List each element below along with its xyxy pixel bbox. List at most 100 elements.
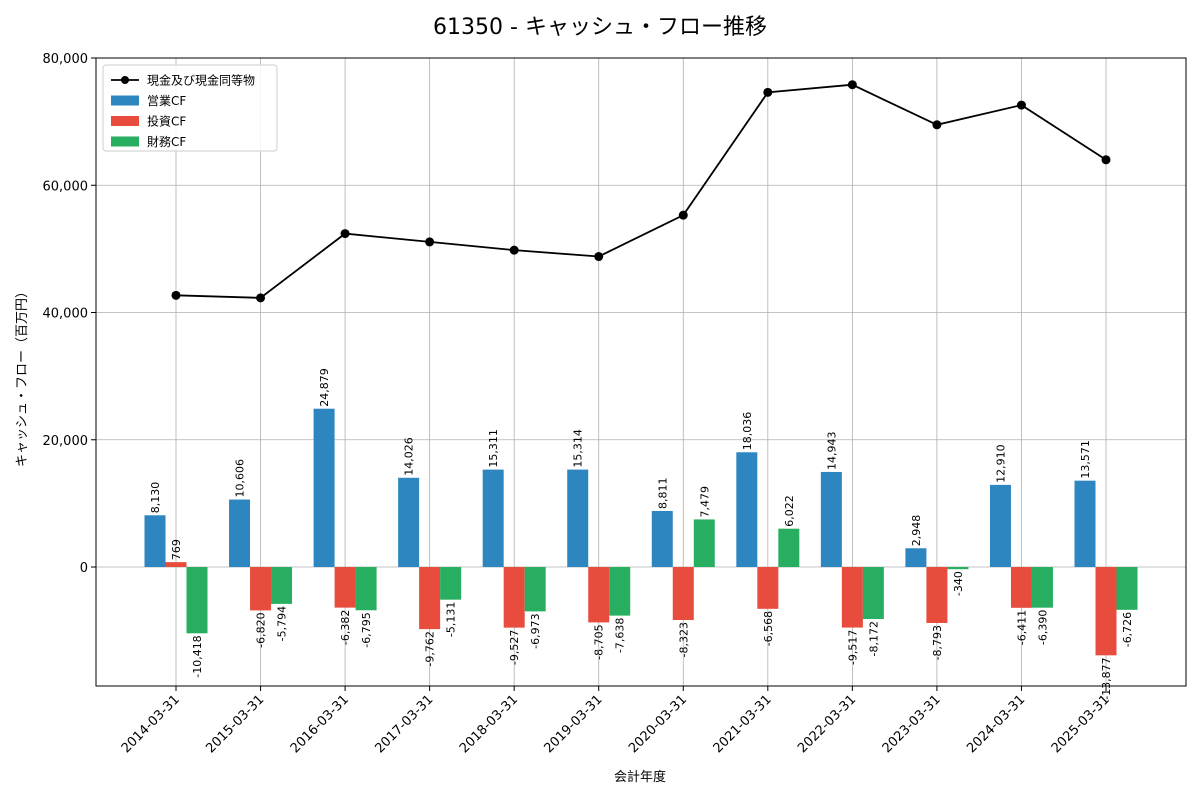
legend-label: 営業CF	[147, 94, 186, 108]
bar-2-8	[841, 567, 863, 628]
bar-2-6	[672, 567, 694, 620]
bar-data-label: -8,323	[677, 622, 690, 657]
y-tick-label: 60,000	[43, 179, 89, 194]
bar-data-label: 14,026	[403, 437, 416, 476]
bar-3-11	[1116, 567, 1138, 610]
x-tick-label: 2014-03-31	[119, 692, 183, 756]
bar-3-1	[271, 567, 293, 604]
bar-data-label: -6,973	[529, 613, 542, 648]
x-tick-label: 2019-03-31	[542, 692, 606, 756]
plot-frame	[95, 57, 1187, 687]
bar-data-label: -9,762	[424, 631, 437, 666]
bar-2-3	[419, 567, 441, 630]
bar-3-4	[524, 567, 546, 612]
bar-data-label: -13,877	[1100, 657, 1113, 699]
x-tick-label: 2025-03-31	[1049, 692, 1113, 756]
labels-layer: 8,130 10,606 24,879 14,026 15,311 15,314 8,811…	[149, 368, 1134, 700]
bar-data-label: 6,022	[783, 495, 796, 527]
legend-label: 現金及び現金同等物	[147, 73, 255, 88]
legend-marker	[121, 76, 129, 84]
bar-3-9	[947, 567, 969, 570]
bar-data-label: -5,131	[445, 602, 458, 637]
bar-1-7	[736, 452, 758, 568]
bar-data-label: 18,036	[741, 412, 754, 451]
bar-data-label: 8,130	[149, 482, 162, 514]
x-tick-label: 2020-03-31	[626, 692, 690, 756]
legend-swatch	[111, 116, 139, 126]
bar-data-label: 12,910	[994, 444, 1007, 483]
bar-data-label: -6,795	[360, 612, 373, 647]
y-tick-label: 20,000	[43, 434, 89, 449]
y-tick-label: 40,000	[43, 307, 89, 322]
cash-point-6	[678, 210, 688, 220]
bar-2-7	[757, 567, 779, 609]
bar-data-label: -10,418	[191, 635, 204, 677]
legend-swatch	[111, 136, 139, 147]
bar-1-0	[144, 515, 166, 568]
cash-point-5	[594, 252, 604, 262]
legend-box	[102, 64, 278, 152]
cash-point-10	[1016, 100, 1026, 110]
bar-3-6	[693, 519, 715, 568]
bar-data-label: 7,479	[698, 486, 711, 518]
bar-1-5	[567, 469, 589, 568]
bar-1-3	[398, 477, 420, 568]
bar-data-label: 24,879	[318, 368, 331, 407]
x-tick-label: 2018-03-31	[457, 692, 521, 756]
x-tick-label: 2024-03-31	[964, 692, 1028, 756]
y-tick-label: 0	[80, 561, 88, 576]
x-tick-label: 2021-03-31	[711, 692, 775, 756]
y-axis-label: キャッシュ・フロー（百万円）	[15, 285, 30, 467]
bar-data-label: -8,793	[931, 625, 944, 660]
bar-data-label: 8,811	[656, 477, 669, 509]
cash-point-7	[763, 87, 773, 97]
bar-1-10	[989, 484, 1011, 568]
x-tick-label: 2023-03-31	[880, 692, 944, 756]
bar-data-label: 15,311	[487, 429, 500, 468]
bar-3-10	[1031, 567, 1053, 608]
y-tick-label: 80,000	[43, 52, 89, 67]
bar-3-2	[355, 567, 377, 611]
bar-data-label: -6,411	[1015, 610, 1028, 645]
bar-3-0	[186, 567, 208, 634]
bar-data-label: -8,172	[867, 621, 880, 656]
cash-point-1	[256, 293, 266, 303]
bar-3-8	[862, 567, 884, 620]
bar-3-5	[609, 567, 631, 616]
bar-2-11	[1095, 567, 1117, 656]
cash-point-3	[425, 237, 435, 247]
bar-1-9	[905, 548, 927, 568]
x-tick-label: 2022-03-31	[795, 692, 859, 756]
bar-data-label: -5,794	[276, 606, 289, 641]
bar-2-2	[334, 567, 356, 608]
bar-data-label: 14,943	[825, 431, 838, 470]
bar-data-label: 15,314	[572, 429, 585, 468]
bar-1-4	[482, 469, 504, 568]
bar-1-8	[820, 471, 842, 568]
bar-1-6	[651, 510, 673, 568]
bar-data-label: 769	[170, 539, 183, 560]
legend-swatch	[111, 95, 139, 106]
x-tick-label: 2016-03-31	[288, 692, 352, 756]
cash-point-4	[509, 245, 519, 255]
bar-2-4	[503, 567, 525, 628]
line-layer	[171, 80, 1111, 303]
bar-data-label: 13,571	[1079, 440, 1092, 479]
cash-point-9	[932, 120, 942, 130]
bar-2-10	[1010, 567, 1032, 608]
cash-point-2	[340, 229, 350, 239]
cash-line	[175, 83, 1107, 299]
bar-2-1	[250, 567, 272, 611]
bars-layer	[144, 408, 1138, 656]
bar-data-label: -6,382	[339, 610, 352, 645]
bar-data-label: -6,390	[1036, 610, 1049, 645]
x-tick-label: 2015-03-31	[203, 692, 267, 756]
x-axis-label: 会計年度	[614, 769, 666, 785]
bar-data-label: -9,517	[846, 630, 859, 665]
chart-title: 61350 - キャッシュ・フロー推移	[433, 15, 767, 40]
bar-1-11	[1074, 480, 1096, 568]
bar-2-5	[588, 567, 610, 623]
